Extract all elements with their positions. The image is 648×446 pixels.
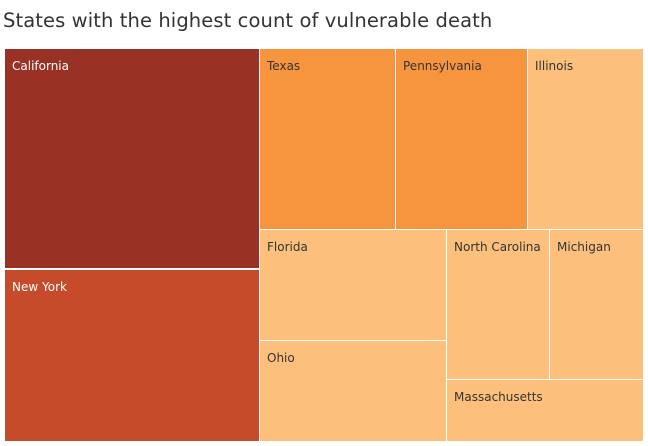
tile-label-massachusetts: Massachusetts bbox=[454, 390, 543, 404]
tile-pennsylvania[interactable]: Pennsylvania bbox=[395, 48, 528, 230]
tile-label-ohio: Ohio bbox=[267, 351, 295, 365]
tile-label-michigan: Michigan bbox=[557, 240, 611, 254]
tile-new-york[interactable]: New York bbox=[4, 269, 260, 442]
tile-label-new-york: New York bbox=[12, 280, 67, 294]
tile-label-pennsylvania: Pennsylvania bbox=[403, 59, 482, 73]
chart-title: States with the highest count of vulnera… bbox=[3, 9, 493, 32]
tile-ohio[interactable]: Ohio bbox=[259, 340, 447, 442]
tile-california[interactable]: California bbox=[4, 48, 260, 269]
tile-north-carolina[interactable]: North Carolina bbox=[446, 229, 550, 380]
tile-massachusetts[interactable]: Massachusetts bbox=[446, 379, 644, 442]
tile-label-illinois: Illinois bbox=[535, 59, 574, 73]
tile-label-california: California bbox=[12, 59, 69, 73]
tile-label-florida: Florida bbox=[267, 240, 308, 254]
tile-illinois[interactable]: Illinois bbox=[527, 48, 644, 230]
tile-label-north-carolina: North Carolina bbox=[454, 240, 541, 254]
tile-label-texas: Texas bbox=[267, 59, 301, 73]
tile-michigan[interactable]: Michigan bbox=[549, 229, 644, 380]
tile-florida[interactable]: Florida bbox=[259, 229, 447, 341]
tile-texas[interactable]: Texas bbox=[259, 48, 396, 230]
